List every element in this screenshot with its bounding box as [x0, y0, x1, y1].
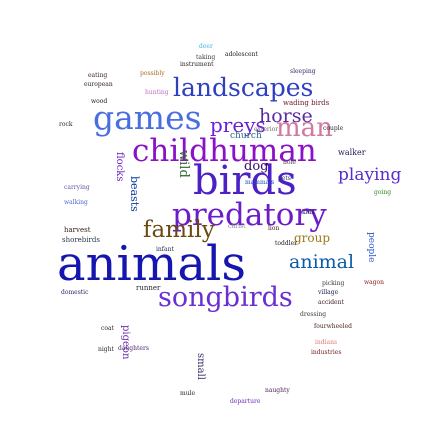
word-adolescent: adolescent [225, 51, 258, 58]
word-walking: walking [64, 199, 88, 206]
word-rock: rock [59, 121, 73, 128]
word-preys: preys [210, 113, 266, 137]
word-games: games [93, 98, 202, 137]
word-birds: birds [193, 158, 297, 204]
word-carrying: carrying [64, 184, 90, 191]
word-hunting: hunting [145, 89, 169, 96]
word-horse: horse [259, 105, 313, 127]
word-kids: kids [302, 209, 315, 216]
word-eating: eating [88, 72, 108, 79]
word-family: family [143, 217, 215, 243]
word-predatory: predatory [172, 197, 327, 233]
word-songbirds: songbirds [158, 282, 293, 313]
word-pigeon: small [195, 353, 206, 380]
word-people: pigeon [120, 325, 131, 360]
word-wild: mammals [245, 179, 275, 186]
word-mule: mule [180, 390, 196, 397]
word-runner: runner [136, 284, 161, 292]
word-group: group [294, 231, 331, 245]
word-shorebirds: shorebirds [62, 236, 100, 244]
word-flocks: beasts [128, 176, 141, 212]
word-lion: lion [268, 225, 280, 232]
word-naughty: naughty [265, 387, 290, 394]
word-childhuman: childhuman [132, 133, 317, 169]
word-mammals: flocks [114, 152, 125, 182]
word-exterior: exterior [254, 126, 279, 133]
word-christ: christ [228, 223, 246, 230]
word-infant: infant [156, 246, 174, 253]
word-harvest: harvest [64, 226, 91, 234]
word-beasts: wild [176, 150, 191, 178]
word-pets: pets [278, 175, 291, 182]
word-playing: playing [338, 165, 402, 185]
word-picking: picking [322, 280, 345, 287]
word-dog: dog [244, 159, 269, 174]
word-man: man [276, 113, 333, 143]
word-wood: wood [91, 98, 108, 105]
word-departure: departure [230, 398, 261, 405]
word-instrument: instrument [180, 61, 214, 68]
word-night: night [98, 346, 114, 353]
word-deer: deer [199, 43, 213, 50]
word-walker: walker [338, 148, 366, 157]
word-animal: animal [289, 251, 355, 273]
word-taking: taking [196, 54, 216, 61]
word-european: european [84, 81, 113, 88]
word-daughters: daughters [118, 345, 149, 352]
word-wading-birds: wading birds [283, 99, 330, 107]
word-industries: industries [311, 349, 342, 356]
word-coat: coat [101, 325, 114, 332]
word-couple: couple [323, 125, 344, 132]
word-tiger: people [366, 232, 376, 263]
word-hole: hole [283, 159, 296, 166]
word-toddler: toddler [275, 240, 298, 247]
word-church: church [230, 131, 262, 141]
word-wagon: wagon [364, 279, 385, 286]
word-indians: indians [315, 339, 338, 346]
word-domestic: domestic [61, 289, 89, 296]
word-landscapes: landscapes [173, 73, 314, 102]
word-animals: animals [57, 236, 246, 292]
word-dressing: dressing [300, 311, 327, 318]
word-possibly: possibly [140, 70, 165, 77]
word-village: village [318, 289, 339, 296]
word-accident: accident [318, 299, 344, 306]
word-going: going [374, 189, 392, 196]
word-fourwheeled: fourwheeled [314, 323, 352, 330]
word-sleeping: sleeping [290, 68, 316, 75]
